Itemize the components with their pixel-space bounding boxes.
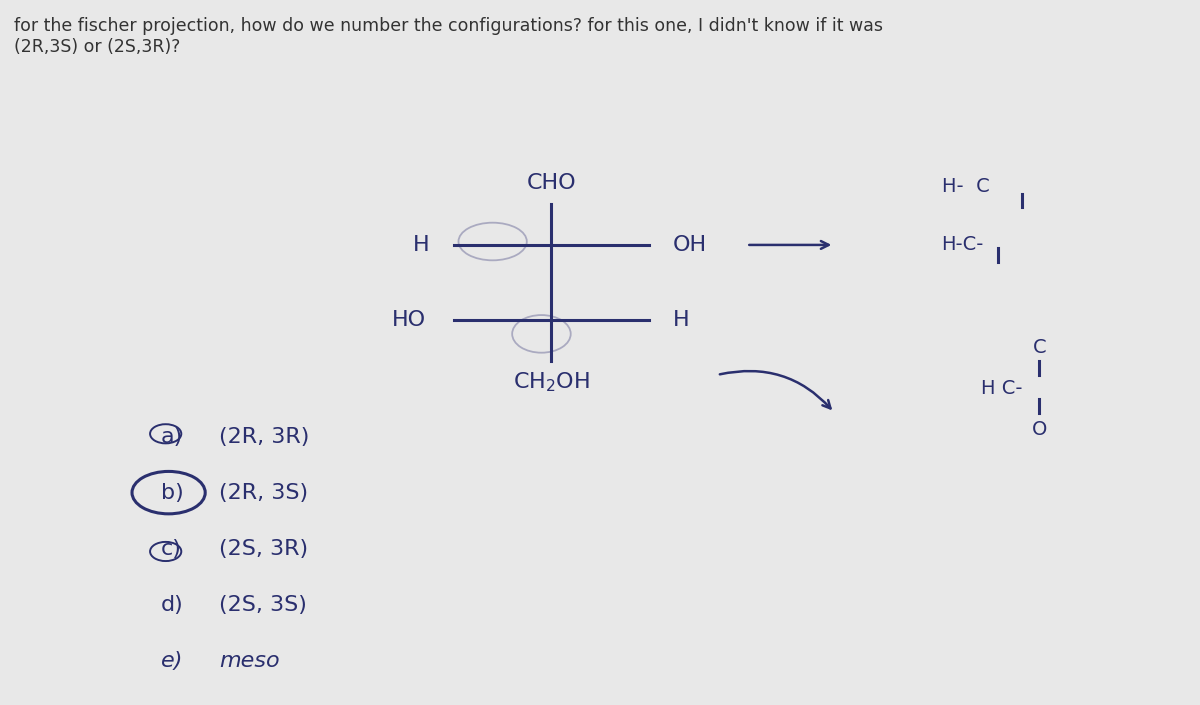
Text: meso: meso [220, 651, 280, 671]
Text: (2R, 3S): (2R, 3S) [220, 483, 308, 503]
Text: for the fischer projection, how do we number the configurations? for this one, I: for the fischer projection, how do we nu… [14, 17, 883, 56]
Text: H-C-: H-C- [942, 235, 984, 255]
Text: d): d) [161, 595, 184, 615]
Text: (2S, 3S): (2S, 3S) [220, 595, 307, 615]
Text: a): a) [161, 427, 184, 446]
Text: O: O [1032, 420, 1046, 439]
Text: c): c) [161, 539, 181, 559]
Text: b): b) [161, 483, 184, 503]
Text: (2S, 3R): (2S, 3R) [220, 539, 308, 559]
Text: H: H [413, 235, 430, 255]
Text: H C-: H C- [980, 379, 1022, 398]
Text: e): e) [161, 651, 184, 671]
Text: H: H [673, 310, 690, 330]
Text: H-  C: H- C [942, 177, 989, 196]
Text: OH: OH [673, 235, 707, 255]
Text: CHO: CHO [527, 173, 576, 193]
Text: CH$_2$OH: CH$_2$OH [512, 370, 589, 393]
FancyArrowPatch shape [720, 371, 830, 408]
Text: HO: HO [392, 310, 426, 330]
Text: (2R, 3R): (2R, 3R) [220, 427, 310, 446]
Text: C: C [1032, 338, 1046, 357]
